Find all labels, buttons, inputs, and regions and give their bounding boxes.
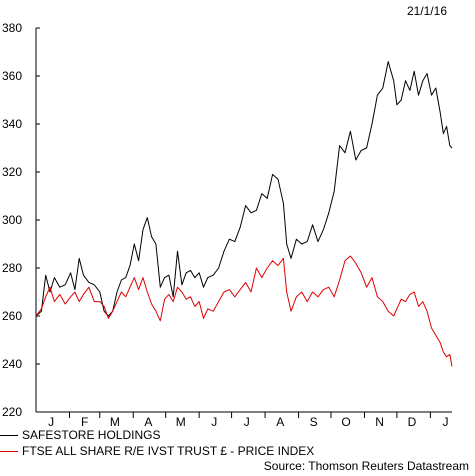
legend-swatch-safestore bbox=[0, 435, 18, 436]
x-tick-label: O bbox=[341, 415, 350, 429]
x-tick-label: J bbox=[211, 415, 217, 429]
x-tick-label: M bbox=[176, 415, 186, 429]
date-stamp: 21/1/16 bbox=[406, 4, 447, 18]
y-tick-label: 380 bbox=[2, 21, 22, 35]
y-tick-label: 280 bbox=[2, 261, 22, 275]
x-tick-label: F bbox=[81, 415, 88, 429]
chart-axes bbox=[35, 28, 452, 413]
series-line-ftse bbox=[35, 255, 453, 367]
y-tick-label: 300 bbox=[2, 213, 22, 227]
x-tick-label: D bbox=[408, 415, 417, 429]
y-tick-label: 320 bbox=[2, 165, 22, 179]
y-tick-label: 260 bbox=[2, 309, 22, 323]
x-tick-label: A bbox=[144, 415, 152, 429]
y-tick-label: 240 bbox=[2, 357, 22, 371]
x-tick-label: J bbox=[48, 415, 54, 429]
x-tick-label: J bbox=[443, 415, 449, 429]
x-tick-label: A bbox=[276, 415, 284, 429]
x-tick-label: S bbox=[310, 415, 318, 429]
source-note: Source: Thomson Reuters Datastream bbox=[263, 459, 469, 473]
series-line-safestore bbox=[35, 61, 453, 317]
x-tick-label: N bbox=[375, 415, 384, 429]
x-tick-label: J bbox=[244, 415, 250, 429]
y-axis: 220 240 260 280 300 320 340 360 380 bbox=[2, 21, 40, 419]
legend-label-ftse: FTSE ALL SHARE R/E IVST TRUST £ - PRICE … bbox=[22, 444, 315, 458]
y-tick-label: 360 bbox=[2, 69, 22, 83]
y-tick-label: 340 bbox=[2, 117, 22, 131]
y-tick-label: 220 bbox=[2, 405, 22, 419]
x-tick-label: M bbox=[110, 415, 120, 429]
legend-label-safestore: SAFESTORE HOLDINGS bbox=[22, 428, 161, 442]
legend-swatch-ftse bbox=[0, 451, 18, 452]
series-layer bbox=[35, 61, 453, 367]
